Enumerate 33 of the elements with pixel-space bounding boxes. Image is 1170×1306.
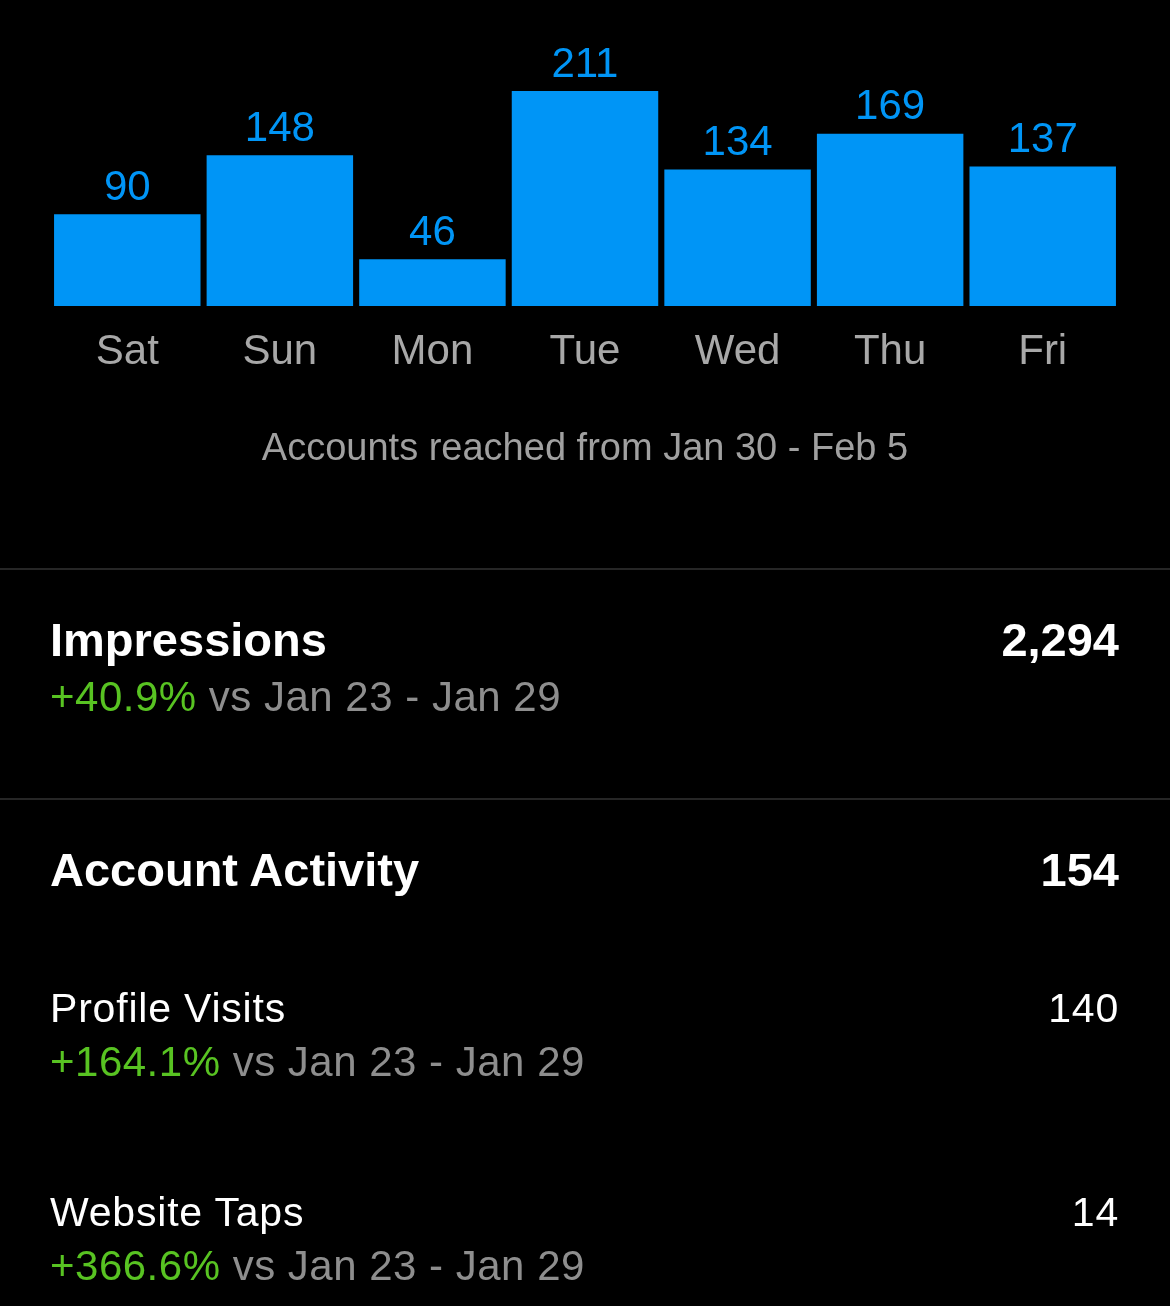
bar — [54, 214, 201, 306]
bar — [816, 133, 964, 306]
x-tick-label: Sat — [95, 325, 160, 373]
data-label: 137 — [1007, 113, 1078, 161]
data-label: 134 — [702, 116, 773, 164]
text: +164.1% vs Jan 23 - Jan 29 — [50, 1038, 585, 1085]
bar — [511, 91, 659, 306]
data-label: 140 — [1048, 984, 1119, 1033]
bar — [359, 259, 506, 306]
data-label: 2,294 — [1001, 612, 1119, 668]
data-label: 14 — [1071, 1188, 1119, 1237]
text: Website Taps — [50, 1188, 305, 1237]
x-tick-label: Mon — [391, 325, 474, 373]
x-tick-label: Wed — [694, 325, 781, 373]
x-tick-label: Sun — [242, 325, 318, 373]
text: +40.9% vs Jan 23 - Jan 29 — [50, 673, 561, 720]
x-tick-label: Fri — [1018, 325, 1068, 373]
data-label: 154 — [1040, 842, 1119, 898]
bar — [206, 155, 354, 306]
x-tick-label: Thu — [853, 325, 927, 373]
data-label: 148 — [244, 102, 315, 150]
text: Accounts reached from Jan 30 - Feb 5 — [261, 426, 909, 468]
bar — [969, 166, 1116, 306]
data-label: 46 — [409, 206, 456, 254]
x-tick-label: Tue — [549, 325, 621, 373]
text: Account Activity — [50, 842, 420, 898]
text: Impressions — [50, 612, 327, 668]
text: Profile Visits — [50, 984, 287, 1033]
data-label: 90 — [103, 161, 151, 209]
bar — [664, 169, 811, 306]
data-label: 169 — [855, 81, 926, 129]
text: +366.6% vs Jan 23 - Jan 29 — [50, 1242, 585, 1289]
data-label: 211 — [551, 38, 619, 86]
